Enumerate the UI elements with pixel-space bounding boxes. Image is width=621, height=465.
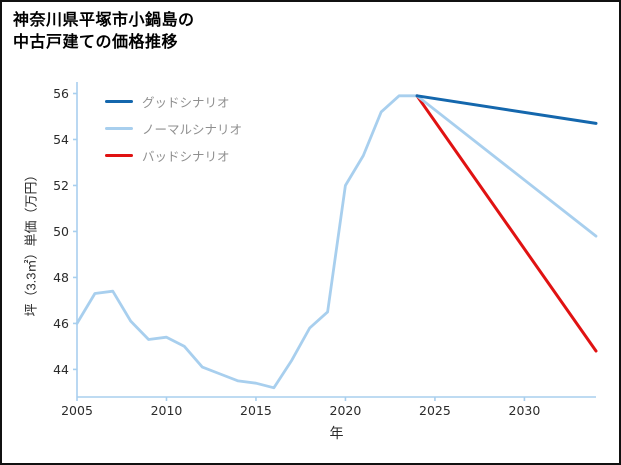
series-line-good (415, 94, 598, 125)
x-tick-label: 2010 (151, 403, 183, 418)
x-tick-label: 2005 (61, 403, 93, 418)
x-tick-label: 2015 (240, 403, 272, 418)
legend-label-normal: ノーマルシナリオ (142, 123, 243, 137)
y-tick-label: 48 (53, 270, 69, 285)
y-tick-label: 54 (53, 132, 69, 147)
legend-swatch-bad (105, 154, 133, 157)
series-line-bad (415, 94, 598, 353)
y-axis-label: 坪（3.3㎡）単価（万円） (23, 168, 39, 317)
legend-label-bad: バッドシナリオ (142, 150, 230, 164)
chart-title-line1: 神奈川県平塚市小鍋島の (13, 12, 195, 29)
legend-swatch-normal (105, 127, 133, 130)
y-tick-label: 50 (53, 224, 69, 239)
x-axis-label: 年 (329, 425, 344, 441)
legend-item-good: グッドシナリオ (105, 94, 242, 110)
series-line-normal (75, 94, 598, 390)
legend-swatch-good (105, 100, 133, 103)
y-tick-label: 56 (53, 86, 69, 101)
y-tick-label: 44 (53, 362, 69, 377)
legend-label-good: グッドシナリオ (142, 96, 230, 110)
legend-item-bad: バッドシナリオ (105, 148, 242, 164)
chart-title: 神奈川県平塚市小鍋島の 中古戸建ての価格推移 (13, 10, 195, 53)
y-tick-label: 52 (53, 178, 69, 193)
y-tick-label: 46 (53, 316, 69, 331)
chart-legend: グッドシナリオ ノーマルシナリオ バッドシナリオ (105, 94, 243, 164)
chart-title-line2: 中古戸建ての価格推移 (13, 33, 179, 51)
x-tick-label: 2025 (419, 403, 451, 418)
x-tick-label: 2030 (509, 403, 541, 418)
legend-item-normal: ノーマルシナリオ (105, 121, 243, 137)
x-tick-label: 2020 (330, 403, 362, 418)
